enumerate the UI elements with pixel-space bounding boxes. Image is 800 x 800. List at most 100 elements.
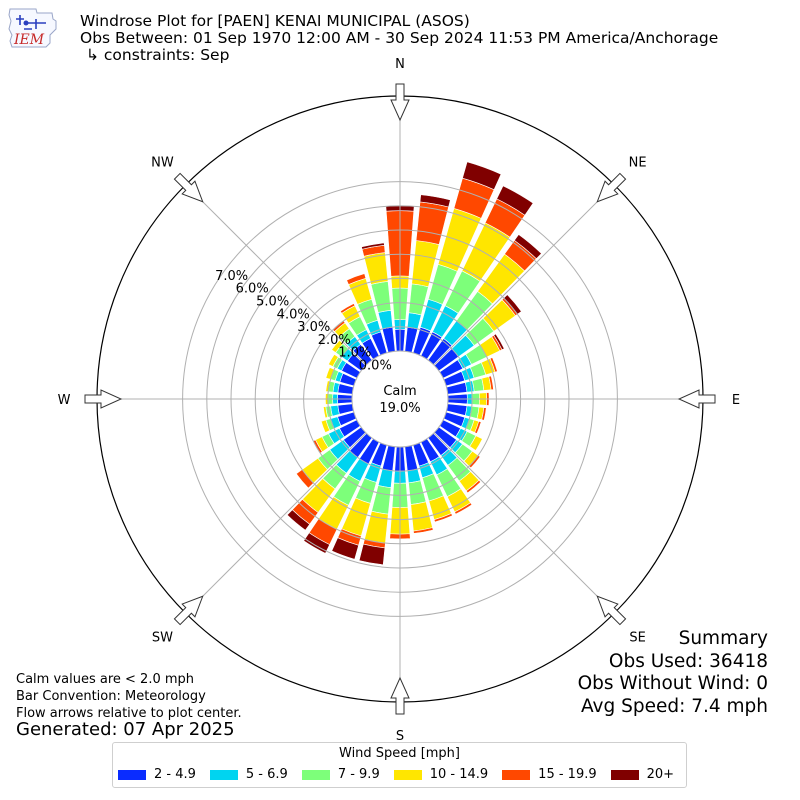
legend-swatch: [209, 769, 238, 780]
arrow-270-icon: [84, 389, 123, 409]
bar-220deg-bin-6: [286, 509, 311, 531]
direction-arrows: [84, 83, 716, 715]
chart-subtitle: Obs Between: 01 Sep 1970 12:00 AM - 30 S…: [80, 29, 719, 47]
legend-item-2: 5 - 6.9: [209, 767, 288, 782]
legend: Wind Speed [mph] 2 - 4.9 5 - 6.9 7 - 9.9 10…: [112, 742, 687, 788]
direction-label-S: S: [396, 729, 404, 744]
arrow-90-icon: [677, 389, 716, 409]
summary-obs-without-wind: Obs Without Wind: 0: [577, 673, 768, 694]
radial-tick-4: 4.0%: [277, 307, 310, 322]
summary-box: Summary Obs Used: 36418 Obs Without Wind…: [578, 628, 768, 718]
grid-spoke-225: [185, 432, 367, 614]
legend-swatch: [301, 769, 330, 780]
arrow-135-icon: [596, 595, 627, 626]
radial-tick-5: 5.0%: [256, 294, 289, 309]
calm-label: Calm: [383, 384, 416, 399]
bar-convention-note: Bar Convention: Meteorology: [16, 689, 206, 704]
legend-item-3: 7 - 9.9: [301, 767, 380, 782]
bar-140deg-bin-5: [465, 479, 482, 494]
bar-350deg-bin-6: [361, 242, 385, 250]
bar-330deg-bin-5: [339, 303, 356, 314]
arrow-225-icon: [173, 595, 204, 626]
legend-label: 15 - 19.9: [538, 767, 597, 782]
grid-spoke-45: [433, 184, 615, 366]
legend-label: 5 - 6.9: [245, 767, 288, 782]
legend-label: 7 - 9.9: [337, 767, 380, 782]
bar-190deg-bin-2: [377, 468, 394, 489]
bar-200deg-bin-6: [331, 537, 359, 560]
legend-swatch: [502, 769, 531, 780]
summary-obs-used: Obs Used: 36418: [608, 650, 768, 672]
legend-items: 2 - 4.9 5 - 6.9 7 - 9.9 10 - 14.9 15 - 19.9 2…: [118, 767, 688, 782]
bar-160deg-bin-5: [433, 513, 453, 523]
grid-spoke-315: [185, 184, 367, 366]
radial-tick-2: 2.0%: [318, 333, 351, 348]
bar-20deg-bin-6: [462, 161, 502, 191]
radial-tick-7: 7.0%: [215, 269, 248, 284]
legend-item-6: 20+: [610, 767, 675, 782]
bar-100deg-bin-5: [481, 407, 487, 421]
calm-center: Calm 19.0%: [353, 352, 447, 446]
bar-10deg-bin-2: [406, 312, 422, 330]
plot-notes: Calm values are < 2.0 mph Bar Convention…: [16, 671, 242, 722]
legend-title: Wind Speed [mph]: [339, 746, 460, 761]
legend-swatch: [610, 769, 639, 780]
direction-label-W: W: [58, 393, 71, 408]
direction-label-N: N: [395, 57, 405, 72]
svg-text:IEM: IEM: [13, 32, 45, 48]
radial-tick-0: 0.0%: [359, 359, 392, 374]
radial-tick-labels: 0.0%1.0%2.0%3.0%4.0%5.0%6.0%7.0%: [215, 269, 392, 374]
chart-title: Windrose Plot for [PAEN] KENAI MUNICIPAL…: [80, 12, 470, 30]
bar-310deg-bin-4: [331, 339, 344, 353]
direction-label-E: E: [732, 393, 740, 408]
bar-350deg-bin-2: [377, 309, 394, 330]
bar-260deg-bin-4: [323, 406, 329, 419]
iem-logo: IEM: [8, 8, 57, 48]
arrow-315-icon: [173, 172, 204, 203]
radial-tick-6: 6.0%: [236, 282, 269, 297]
legend-label: 10 - 14.9: [429, 767, 489, 782]
flow-note: Flow arrows relative to plot center.: [16, 706, 242, 721]
calm-note: Calm values are < 2.0 mph: [16, 672, 195, 687]
bar-60deg-bin-6: [493, 333, 505, 351]
legend-item-1: 2 - 4.9: [118, 767, 196, 782]
bar-210deg-bin-6: [303, 532, 331, 554]
legend-label: 2 - 4.9: [154, 767, 196, 782]
bar-80deg-bin-5: [488, 375, 494, 391]
direction-labels: N NE E SE S SW W NW: [58, 57, 741, 744]
radial-tick-1: 1.0%: [338, 346, 371, 361]
summary-avg-speed: Avg Speed: 7.4 mph: [580, 695, 768, 717]
legend-swatch: [118, 769, 146, 780]
legend-label: 20+: [646, 767, 675, 782]
bar-10deg-bin-6: [419, 194, 451, 208]
legend-swatch: [393, 769, 422, 780]
direction-label-SW: SW: [152, 631, 173, 646]
generated-date: Generated: 07 Apr 2025: [16, 719, 235, 740]
bar-70deg-bin-5: [489, 357, 498, 373]
bar-340deg-bin-5: [346, 273, 367, 285]
calm-value: 19.0%: [379, 401, 420, 416]
grid-spoke-135: [433, 432, 615, 614]
arrow-45-icon: [596, 172, 627, 203]
direction-label-SE: SE: [629, 631, 645, 646]
direction-label-NE: NE: [629, 155, 647, 170]
legend-item-5: 15 - 19.9: [502, 767, 597, 782]
bar-250deg-bin-4: [320, 419, 331, 433]
bar-190deg-bin-4: [364, 510, 389, 544]
bar-300deg-bin-4: [328, 353, 339, 367]
bar-40deg-bin-6: [514, 234, 542, 260]
calm-circle: [353, 352, 447, 446]
arrow-180-icon: [390, 676, 410, 715]
radial-tick-3: 3.0%: [297, 320, 330, 335]
bar-120deg-bin-4: [469, 435, 483, 451]
arrow-0-icon: [390, 83, 410, 122]
legend-item-4: 10 - 14.9: [393, 767, 489, 782]
summary-title: Summary: [678, 628, 768, 649]
bar-170deg-bin-5: [413, 527, 434, 534]
direction-label-NW: NW: [151, 155, 174, 170]
constraints-label: ↳ constraints: Sep: [86, 46, 230, 64]
bar-150deg-bin-5: [454, 502, 473, 515]
bar-190deg-bin-6: [358, 543, 386, 566]
